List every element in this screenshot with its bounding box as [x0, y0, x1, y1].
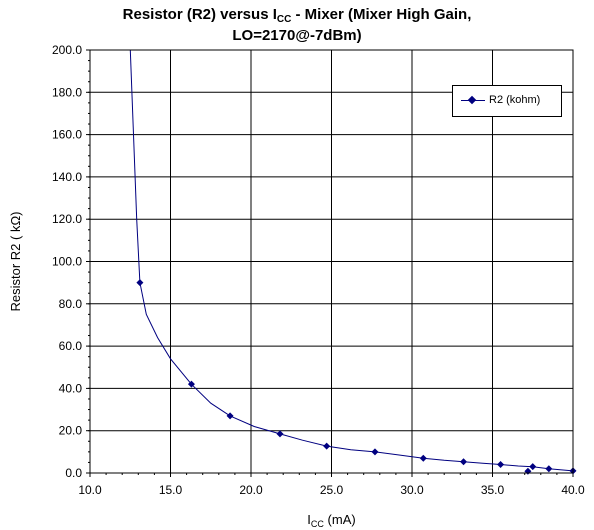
legend-diamond-marker: [467, 95, 477, 105]
y-tick-label: 60.0: [59, 339, 83, 353]
data-point-marker: [529, 463, 537, 471]
y-tick-label: 200.0: [52, 43, 82, 57]
y-axis-label: Resistor R2 ( kΩ): [8, 211, 23, 311]
chart-title-line1-subscript: CC: [276, 14, 292, 25]
data-point-marker: [136, 279, 144, 287]
chart-title-line1-rest: - Mixer (Mixer High Gain,: [291, 6, 472, 23]
y-tick-label: 100.0: [52, 255, 82, 269]
y-tick-labels: 0.0 20.0 40.0 60.0 80.0 100.0 120.0 140.0 160.0 1…: [52, 43, 82, 480]
data-point-marker: [371, 448, 379, 456]
x-axis-label-rest: (mA): [324, 512, 356, 527]
y-tick-label: 160.0: [52, 128, 82, 142]
y-tick-label: 120.0: [52, 212, 82, 226]
y-tick-label: 180.0: [52, 85, 82, 99]
legend-label: R2 (kohm): [489, 94, 541, 106]
x-axis-label-main: I: [307, 512, 311, 527]
data-point-marker: [226, 412, 234, 420]
y-tick-label: 80.0: [59, 297, 83, 311]
x-tick-label: 20.0: [239, 483, 263, 497]
y-tick-label: 140.0: [52, 170, 82, 184]
chart-title-line1-main: Resistor (R2) versus I: [122, 6, 277, 23]
data-point-marker: [323, 442, 331, 450]
x-tick-label: 40.0: [561, 483, 585, 497]
x-tick-label: 15.0: [159, 483, 183, 497]
data-point-marker: [276, 430, 284, 438]
x-tick-label: 10.0: [78, 483, 102, 497]
y-tick-label: 0.0: [65, 466, 82, 480]
chart-title: Resistor (R2) versus ICC - Mixer (Mixer …: [0, 6, 594, 25]
data-point-marker: [545, 465, 553, 473]
data-point-marker: [460, 458, 468, 466]
chart-legend: R2 (kohm): [452, 85, 562, 117]
x-tick-label: 35.0: [481, 483, 505, 497]
x-axis-label: ICC (mA): [307, 512, 355, 529]
data-point-marker: [187, 380, 195, 388]
y-tick-label: 40.0: [59, 381, 83, 395]
grid-lines: [90, 50, 573, 473]
x-tick-label: 25.0: [320, 483, 344, 497]
x-tick-labels: 10.0 15.0 20.0 25.0 30.0 35.0 40.0: [78, 483, 585, 497]
chart-title-line2: LO=2170@-7dBm): [232, 27, 362, 44]
y-tick-label: 20.0: [59, 424, 83, 438]
plot-frame: [89, 49, 574, 474]
x-axis-label-subscript: CC: [311, 519, 324, 529]
data-point-marker: [524, 467, 532, 475]
data-point-marker: [419, 454, 427, 462]
data-point-marker: [497, 461, 505, 469]
x-tick-label: 30.0: [400, 483, 424, 497]
